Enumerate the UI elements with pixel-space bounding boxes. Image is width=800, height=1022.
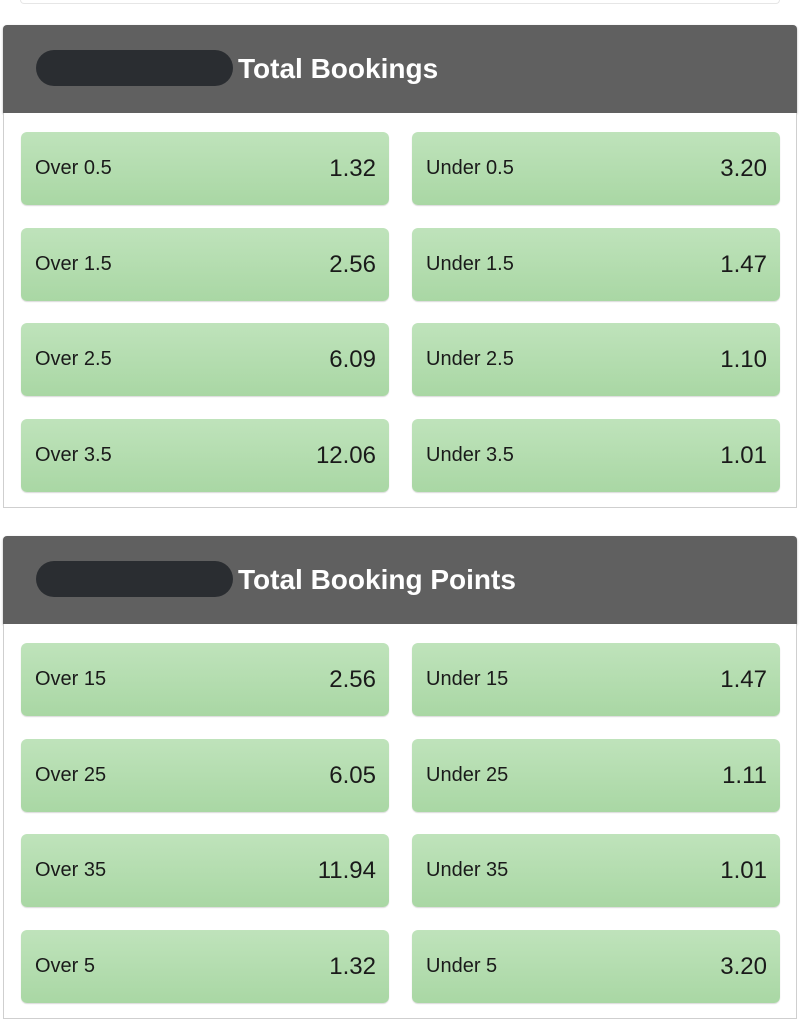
odds-button[interactable]: Under 25 1.11 [412,738,780,812]
odds-value: 1.32 [329,952,376,980]
selection-label: Over 35 [35,859,107,881]
redacted-label [36,50,233,86]
selection-label: Over 1.5 [35,252,112,275]
selection-label: Under 0.5 [426,157,514,179]
selection-label: Under 2.5 [426,348,514,370]
odds-value: 1.01 [720,441,767,469]
selection-label: Under 15 [426,668,509,690]
odds-button[interactable]: Under 1.5 1.47 [412,227,780,301]
market-header[interactable]: Total Booking Points [3,536,797,624]
odds-value: 11.94 [317,857,376,884]
odds-button[interactable]: Under 15 1.47 [412,643,780,716]
selection-label: Over 25 [35,763,107,786]
odds-value: 1.47 [720,666,767,693]
odds-button[interactable]: Over 5 1.32 [21,929,389,1003]
odds-button[interactable]: Over 3.5 12.06 [21,418,389,492]
odds-value: 1.10 [720,346,767,373]
market-title: Total Booking Points [238,564,516,595]
selection-label: Under 25 [426,763,509,786]
odds-value: 1.47 [720,250,767,278]
selection-label: Under 35 [426,859,509,881]
odds-value: 1.01 [720,857,767,884]
odds-value: 3.20 [720,155,767,182]
market-section: Total Booking Points Over 15 2.56 Under 15… [3,536,797,1019]
market-title: Total Bookings [238,53,439,84]
selection-label: Under 1.5 [426,252,514,275]
odds-value: 12.06 [315,441,376,469]
odds-button[interactable]: Under 3.5 1.01 [412,418,780,492]
odds-button[interactable]: Over 35 11.94 [21,834,389,907]
selection-label: Over 3.5 [35,443,112,466]
odds-button[interactable]: Under 0.5 3.20 [412,132,780,205]
market-body: Over 15 2.56 Under 15 1.47 Over 25 6.05 Under … [3,624,797,1019]
selection-label: Over 2.5 [35,348,112,370]
odds-button[interactable]: Over 1.5 2.56 [21,227,389,301]
selection-label: Over 15 [35,668,107,690]
odds-value: 2.56 [329,250,376,278]
odds-value: 6.09 [329,346,376,373]
odds-value: 1.11 [722,761,767,789]
redacted-label [36,561,233,597]
odds-value: 2.56 [329,666,376,693]
odds-value: 1.32 [329,155,376,182]
odds-button[interactable]: Over 0.5 1.32 [21,132,389,205]
odds-button[interactable]: Over 25 6.05 [21,738,389,812]
market-header[interactable]: Total Bookings [3,25,797,113]
previous-card-edge [20,0,780,4]
selection-label: Over 5 [35,954,96,977]
selection-label: Under 5 [426,954,498,977]
market-section: Total Bookings Over 0.5 1.32 Under 0.5 3.20… [3,25,797,508]
selection-label: Over 0.5 [35,157,112,179]
odds-button[interactable]: Over 15 2.56 [21,643,389,716]
odds-value: 6.05 [329,761,376,789]
odds-button[interactable]: Under 2.5 1.10 [412,323,780,396]
odds-button[interactable]: Over 2.5 6.09 [21,323,389,396]
odds-button[interactable]: Under 5 3.20 [412,929,780,1003]
selection-label: Under 3.5 [426,443,514,466]
odds-value: 3.20 [720,952,767,980]
market-body: Over 0.5 1.32 Under 0.5 3.20 Over 1.5 2.56 Und… [3,113,797,508]
odds-button[interactable]: Under 35 1.01 [412,834,780,907]
